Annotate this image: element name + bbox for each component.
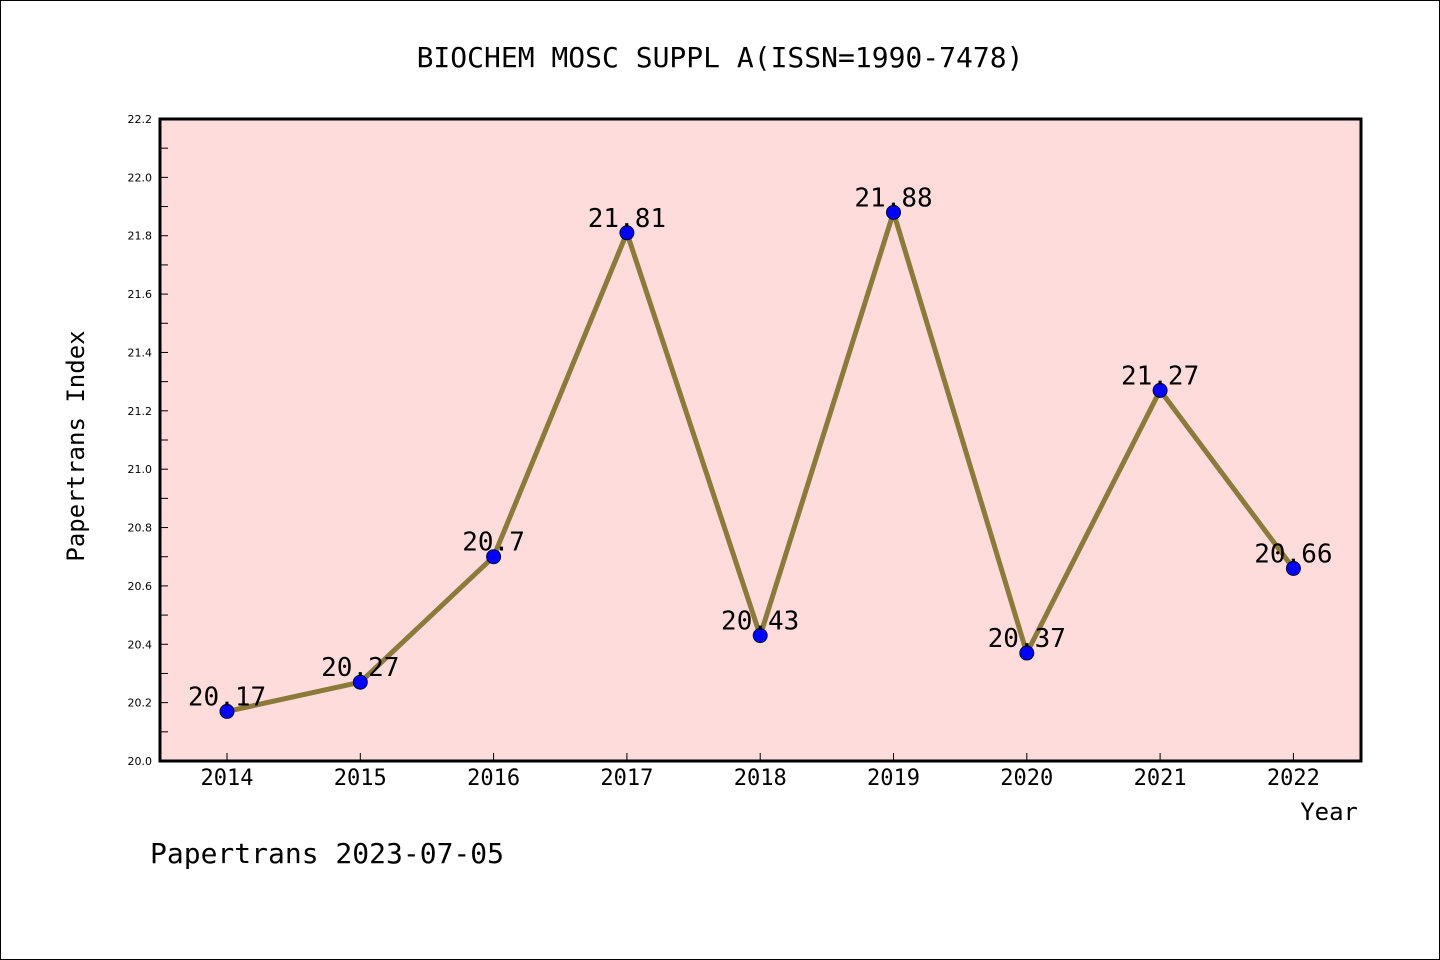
x-tick-label: 2021 xyxy=(1134,766,1187,791)
data-label: 20.66 xyxy=(1254,539,1332,569)
chart-title: BIOCHEM MOSC SUPPL A(ISSN=1990-7478) xyxy=(417,41,1024,74)
y-tick-label: 20.2 xyxy=(128,697,153,710)
x-tick-label: 2020 xyxy=(1000,766,1053,791)
y-tick-label: 21.0 xyxy=(128,463,153,476)
data-point-marker xyxy=(1019,645,1035,661)
data-label: 20.37 xyxy=(988,624,1066,654)
y-axis-label: Papertrans Index xyxy=(62,330,90,561)
data-point-marker xyxy=(619,225,635,241)
data-point-marker xyxy=(752,628,768,644)
data-point-marker xyxy=(219,703,235,719)
y-tick-label: 20.0 xyxy=(128,755,153,768)
data-labels-layer: 20.17 20.27 20.7 21.81 20.43 21.88 20.37 21.27 2… xyxy=(188,183,1333,712)
y-tick-label: 20.4 xyxy=(128,638,153,651)
data-label: 20.7 xyxy=(462,528,525,558)
x-tick-label: 2022 xyxy=(1267,766,1320,791)
x-tick-label: 2016 xyxy=(467,766,520,791)
x-tick-label: 2015 xyxy=(334,766,387,791)
y-tick-label: 20.8 xyxy=(128,522,153,535)
x-tick-label: 2017 xyxy=(600,766,653,791)
y-tick-label: 21.6 xyxy=(128,288,153,301)
data-label: 21.27 xyxy=(1121,361,1199,391)
x-axis: 2014 2015 2016 2017 2018 2019 2020 2021 2022 xyxy=(201,753,1320,791)
y-tick-label: 21.8 xyxy=(128,230,153,243)
data-point-marker xyxy=(1152,382,1168,398)
x-tick-label: 2019 xyxy=(867,766,920,791)
data-label: 20.43 xyxy=(721,607,799,637)
y-tick-label: 22.2 xyxy=(128,113,153,126)
data-point-marker xyxy=(886,204,901,220)
series-layer xyxy=(219,203,1301,719)
y-tick-label: 21.4 xyxy=(128,346,153,359)
footer-credit: Papertrans 2023-07-05 xyxy=(150,837,504,870)
data-label: 21.81 xyxy=(588,204,666,234)
data-label: 20.27 xyxy=(321,653,399,683)
x-tick-label: 2018 xyxy=(734,766,787,791)
y-axis: 20.0 20.2 20.4 20.6 20.8 21.0 21.2 21.4 21.6 21.8… xyxy=(128,113,168,768)
plot-area xyxy=(158,117,1363,763)
data-point-marker xyxy=(486,549,502,565)
data-label: 21.88 xyxy=(854,183,932,213)
data-point-marker xyxy=(1285,560,1301,576)
data-label: 20.17 xyxy=(188,682,266,712)
y-tick-label: 20.6 xyxy=(128,580,153,593)
x-tick-label: 2014 xyxy=(201,766,254,791)
data-point-marker xyxy=(352,674,368,690)
y-tick-label: 22.0 xyxy=(128,171,153,184)
y-tick-label: 21.2 xyxy=(128,405,153,418)
x-axis-label: Year xyxy=(1300,798,1358,826)
